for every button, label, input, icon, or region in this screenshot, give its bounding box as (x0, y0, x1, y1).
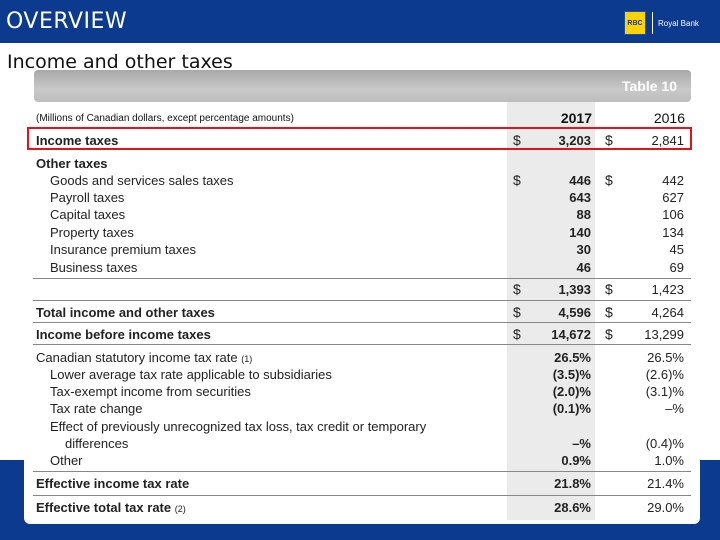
value-2017: 1,393 (558, 282, 591, 297)
row-label-effective-income-tax-rate: Effective income tax rate (36, 476, 190, 491)
dollar-sign: $ (605, 132, 613, 148)
value-2017: 4,596 (558, 305, 591, 320)
footnote-marker: (1) (241, 354, 253, 364)
value-2016: –% (665, 401, 684, 416)
row-label-text: Effective total tax rate (36, 500, 172, 515)
row-label-other-taxes: Other taxes (36, 156, 108, 171)
value-2016: (2.6)% (645, 367, 684, 382)
value-2016: 1.0% (654, 453, 684, 468)
rbc-logo: RBC Royal Bank (624, 10, 699, 36)
value-2017: (2.0)% (552, 384, 591, 399)
value-2017: 643 (569, 190, 591, 205)
value-2017: 28.6% (554, 500, 591, 515)
column-header-2016: 2016 (653, 110, 685, 126)
value-2016: 2,841 (651, 133, 684, 148)
row-label: Property taxes (50, 225, 134, 240)
row-label-statutory-rate: Canadian statutory income tax rate (1) (36, 350, 252, 365)
column-header-2017: 2017 (560, 110, 592, 126)
value-2017: 26.5% (554, 350, 591, 365)
dollar-sign: $ (605, 304, 613, 320)
dollar-sign: $ (605, 172, 613, 188)
dollar-sign: $ (513, 172, 521, 188)
divider (33, 471, 691, 472)
value-2017: 446 (569, 173, 591, 188)
logo-text: Royal Bank (658, 18, 699, 28)
row-label-total-income-and-other-taxes: Total income and other taxes (36, 305, 215, 320)
value-2016: 29.0% (647, 500, 684, 515)
value-2017: 3,203 (558, 133, 591, 148)
row-label-income-before-income-taxes: Income before income taxes (36, 327, 211, 342)
row-label-text: Canadian statutory income tax rate (36, 350, 238, 365)
row-label: Lower average tax rate applicable to sub… (50, 367, 332, 382)
dollar-sign: $ (605, 281, 613, 297)
divider (33, 300, 691, 301)
divider (33, 495, 691, 496)
page-number: 18 (683, 530, 692, 539)
divider (33, 344, 691, 345)
value-2017: 21.8% (554, 476, 591, 491)
value-2017: 30 (576, 242, 591, 257)
row-label-continued: differences (65, 436, 129, 451)
value-2016: 1,423 (651, 282, 684, 297)
divider (33, 278, 691, 279)
value-2016: 45 (669, 242, 684, 257)
row-label: Business taxes (50, 260, 138, 275)
logo-divider (652, 12, 653, 34)
row-label-income-taxes: Income taxes (36, 133, 119, 148)
dollar-sign: $ (513, 132, 521, 148)
value-2016: 4,264 (651, 305, 684, 320)
value-2016: (3.1)% (645, 384, 684, 399)
value-2016: 13,299 (644, 327, 684, 342)
value-2017: 14,672 (551, 327, 591, 342)
value-2017: 140 (569, 225, 591, 240)
divider (33, 322, 691, 323)
dollar-sign: $ (513, 304, 521, 320)
table-header-bar: Table 10 (34, 70, 691, 102)
row-label: Capital taxes (50, 207, 126, 222)
column-2017-shading (507, 102, 595, 520)
row-label: Effect of previously unrecognized tax lo… (50, 419, 427, 434)
table-label: Table 10 (622, 78, 677, 94)
slide-subtitle: Income and other taxes (7, 51, 233, 73)
units-note: (Millions of Canadian dollars, except pe… (36, 113, 294, 124)
dollar-sign: $ (513, 281, 521, 297)
row-label-effective-total-tax-rate: Effective total tax rate (2) (36, 500, 186, 515)
page-title: OVERVIEW (6, 9, 128, 34)
dollar-sign: $ (605, 326, 613, 342)
row-label: Insurance premium taxes (50, 242, 196, 257)
row-label: Payroll taxes (50, 190, 125, 205)
value-2016: 442 (662, 173, 684, 188)
rbc-shield-icon: RBC (624, 11, 646, 35)
value-2016: 21.4% (647, 476, 684, 491)
value-2017: 46 (576, 260, 591, 275)
value-2016: (0.4)% (645, 436, 684, 451)
row-label: Tax rate change (50, 401, 143, 416)
row-label: Tax-exempt income from securities (50, 384, 251, 399)
footnote-marker: (2) (174, 504, 186, 514)
value-2016: 627 (662, 190, 684, 205)
value-2016: 134 (662, 225, 684, 240)
value-2017: (0.1)% (552, 401, 591, 416)
top-banner: OVERVIEW RBC Royal Bank (0, 0, 720, 43)
value-2017: (3.5)% (552, 367, 591, 382)
value-2017: 0.9% (561, 453, 591, 468)
value-2016: 26.5% (647, 350, 684, 365)
dollar-sign: $ (513, 326, 521, 342)
value-2016: 106 (662, 207, 684, 222)
row-label: Other (50, 453, 83, 468)
value-2017: –% (572, 436, 591, 451)
row-label: Goods and services sales taxes (50, 173, 234, 188)
highlight-box (27, 127, 692, 150)
value-2016: 69 (669, 260, 684, 275)
value-2017: 88 (576, 207, 591, 222)
